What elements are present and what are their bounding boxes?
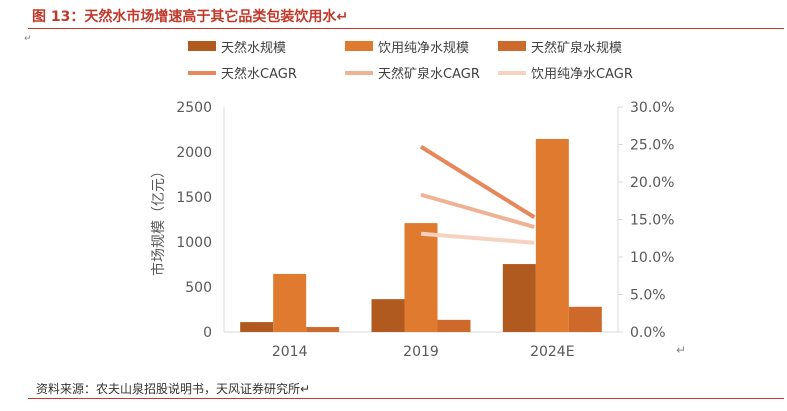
y2-tick-label: 5.0%: [630, 288, 666, 304]
legend-swatch: [345, 41, 373, 51]
x-tick-label: 2014: [272, 344, 308, 360]
line-天然矿泉水CAGR: [420, 192, 535, 229]
bar-天然矿泉水规模: [568, 306, 602, 332]
y-tick-label: 500: [185, 280, 212, 296]
y-axis-label: 市场规模（亿元）: [150, 164, 167, 276]
line-天然水CAGR: [419, 145, 536, 219]
legend-swatch: [498, 41, 526, 51]
bar-天然矿泉水规模: [437, 319, 471, 332]
source-note: 资料来源：农夫山泉招股说明书，天风证券研究所↵: [36, 382, 311, 396]
divider: [28, 28, 784, 29]
y-tick-label: 2500: [176, 100, 212, 116]
y2-tick-label: 25.0%: [630, 138, 674, 154]
y-tick-label: 0: [203, 325, 212, 341]
bar-天然水规模: [371, 299, 405, 332]
y-tick-label: 2000: [176, 145, 212, 161]
line-饮用纯净水CAGR: [420, 231, 535, 245]
bar-饮用纯净水规模: [404, 223, 438, 332]
x-tick-label: 2019: [403, 344, 439, 360]
y-tick-label: 1000: [176, 235, 212, 251]
legend-label: 饮用纯净水CAGR: [531, 67, 633, 82]
legend-label: 天然水规模: [221, 40, 286, 56]
bar-饮用纯净水规模: [273, 273, 307, 332]
legend-label: 天然水CAGR: [221, 66, 297, 82]
bar-天然水规模: [502, 264, 536, 332]
y2-tick-label: 20.0%: [630, 175, 674, 191]
y2-tick-label: 30.0%: [630, 100, 674, 116]
divider: [28, 398, 784, 399]
bar-饮用纯净水规模: [535, 138, 569, 332]
legend-label: 天然矿泉水规模: [531, 40, 622, 56]
x-tick-label: 2024E: [530, 344, 574, 360]
bar-天然水规模: [240, 322, 274, 332]
legend-swatch: [188, 41, 216, 51]
y2-tick-label: 10.0%: [630, 250, 674, 266]
y2-tick-label: 15.0%: [630, 213, 674, 229]
figure-title: 图 13：天然水市场增速高于其它品类包装饮用水↵: [32, 9, 349, 25]
legend-label: 饮用纯净水规模: [378, 41, 469, 56]
y2-tick-label: 0.0%: [630, 325, 666, 341]
bar-天然矿泉水规模: [306, 327, 340, 332]
paragraph-mark: ↵: [24, 34, 32, 44]
legend-label: 天然矿泉水CAGR: [378, 66, 480, 82]
y-tick-label: 1500: [176, 190, 212, 206]
paragraph-mark: ↵: [676, 343, 686, 357]
